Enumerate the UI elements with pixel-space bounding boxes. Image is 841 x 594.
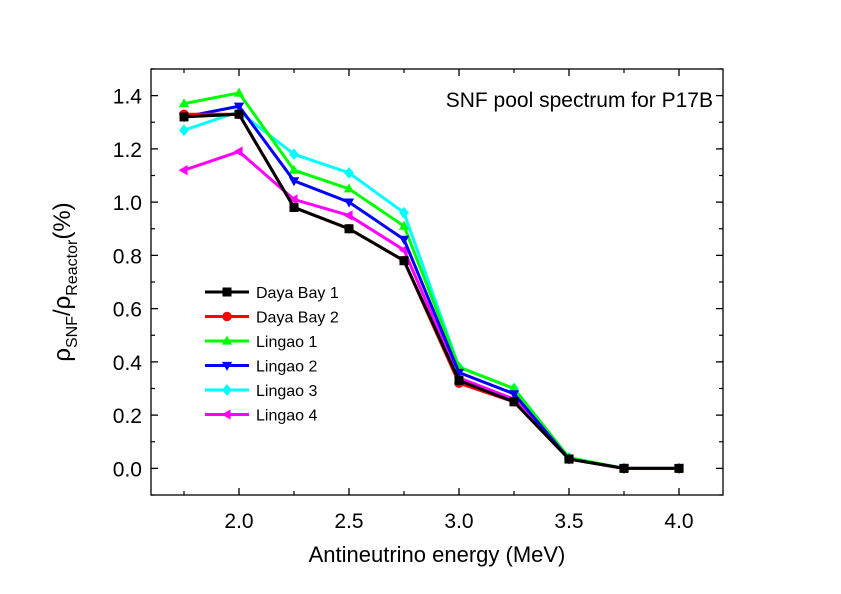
series-daya-bay-1 — [179, 109, 684, 473]
data-point — [343, 183, 355, 193]
data-point — [453, 368, 465, 378]
data-point — [399, 206, 409, 219]
legend-label: Daya Bay 2 — [256, 310, 339, 327]
legend-marker — [222, 384, 232, 396]
legend-marker — [222, 311, 232, 322]
series-lingao-1 — [178, 87, 685, 472]
y-tick-label: 1.2 — [113, 139, 142, 162]
y-axis-label-rho1: ρ — [49, 348, 76, 362]
series-group — [178, 87, 685, 475]
data-point — [289, 202, 299, 212]
legend-marker — [222, 287, 232, 297]
legend-marker — [221, 335, 233, 345]
y-axis-label-slash: / — [49, 309, 76, 316]
y-tick-label: 0.4 — [113, 352, 143, 375]
data-point — [674, 463, 684, 473]
legend-label: Lingao 4 — [256, 408, 317, 425]
data-point — [619, 463, 629, 473]
data-point — [288, 177, 300, 187]
y-tick-label: 0.0 — [113, 458, 142, 481]
legend-label: Lingao 3 — [256, 383, 317, 400]
legend-label: Daya Bay 1 — [256, 285, 339, 302]
data-point — [289, 148, 299, 161]
series-lingao-4 — [178, 146, 683, 474]
y-tick-label: 1.4 — [113, 86, 143, 109]
x-tick-label: 3.5 — [554, 510, 583, 533]
data-point — [288, 164, 300, 174]
series-line — [183, 112, 679, 470]
data-point — [288, 194, 298, 205]
data-point — [178, 98, 190, 108]
y-axis-label-sub1: SNF — [64, 316, 81, 348]
data-point — [564, 454, 574, 464]
x-tick-label: 2.0 — [224, 510, 253, 533]
x-tick-labels: 2.0 2.5 3.0 3.5 4.0 — [224, 510, 693, 533]
plot-frame — [150, 68, 724, 496]
data-point — [233, 146, 243, 157]
x-tick-label: 4.0 — [664, 510, 693, 533]
x-tick-label: 2.5 — [334, 510, 363, 533]
legend: Daya Bay 1 Daya Bay 2 Lingao 1 Lingao 2 Ling… — [205, 285, 339, 425]
data-point — [178, 165, 188, 176]
data-point — [233, 102, 245, 112]
y-tick-label: 0.2 — [113, 405, 142, 428]
data-point — [179, 112, 189, 122]
y-tick-labels: 0.0 0.2 0.4 0.6 0.8 1.0 1.2 1.4 — [113, 86, 143, 482]
data-point — [343, 210, 353, 221]
y-axis-label-unit: (%) — [49, 202, 76, 239]
legend-item: Lingao 1 — [205, 334, 317, 351]
data-point — [398, 235, 410, 245]
y-axis-label-sub2: Reactor — [64, 239, 81, 296]
data-point — [399, 256, 409, 266]
data-point — [234, 109, 244, 119]
y-axis-label: ρSNF/ρReactor(%) — [49, 202, 81, 361]
x-axis-label: Antineutrino energy (MeV) — [309, 542, 566, 567]
data-point — [233, 87, 245, 97]
legend-marker — [221, 361, 233, 371]
legend-marker — [221, 409, 231, 420]
legend-item: Lingao 4 — [205, 408, 317, 425]
data-point — [509, 397, 519, 407]
chart-annotation: SNF pool spectrum for P17B — [446, 89, 713, 112]
data-point — [343, 198, 355, 208]
y-tick-label: 0.6 — [113, 299, 142, 322]
y-axis-label-rho2: ρ — [49, 296, 76, 310]
data-point — [508, 383, 520, 393]
data-point — [398, 244, 408, 256]
y-tick-label: 0.8 — [113, 245, 142, 268]
legend-item: Daya Bay 2 — [205, 310, 339, 327]
y-ticks — [151, 68, 723, 496]
data-point — [344, 166, 354, 179]
legend-item: Lingao 2 — [205, 359, 317, 376]
y-tick-label: 1.0 — [113, 192, 142, 215]
legend-label: Lingao 2 — [256, 359, 317, 376]
legend-label: Lingao 1 — [256, 334, 317, 351]
x-ticks — [183, 69, 680, 495]
data-point — [454, 376, 464, 386]
legend-item: Daya Bay 1 — [205, 285, 339, 302]
legend-item: Lingao 3 — [205, 383, 317, 400]
series-lingao-3 — [179, 105, 684, 475]
data-point — [179, 124, 189, 137]
data-point — [508, 390, 520, 400]
data-point — [344, 224, 354, 234]
data-point — [398, 220, 410, 230]
x-tick-label: 3.0 — [444, 510, 473, 533]
